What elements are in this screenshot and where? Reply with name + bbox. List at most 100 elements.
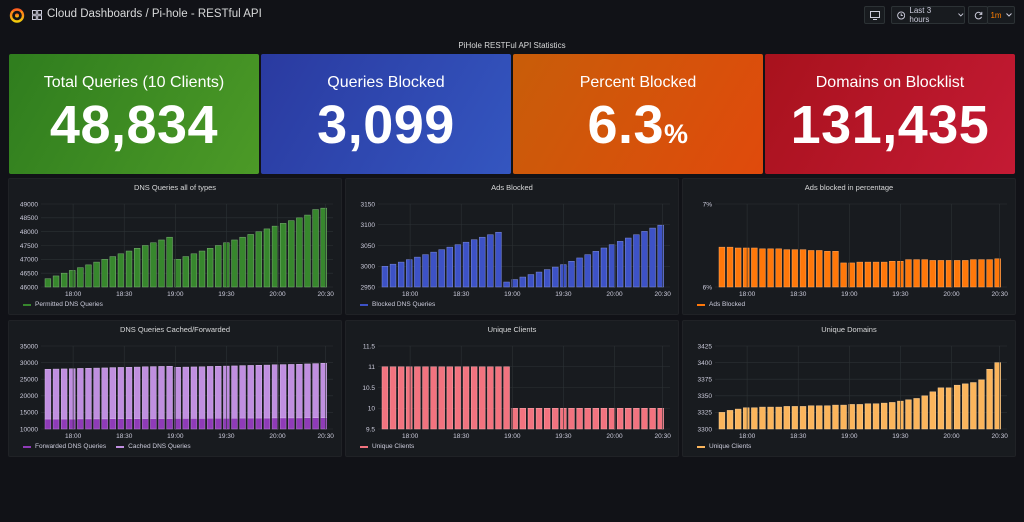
bar — [535, 408, 543, 430]
bar — [438, 366, 445, 430]
bar — [584, 254, 591, 288]
bar — [856, 404, 863, 430]
bar — [937, 260, 945, 288]
bar — [986, 259, 993, 288]
bar — [101, 259, 108, 288]
bar — [381, 266, 389, 288]
bar — [438, 249, 445, 288]
y-tick-label: 49000 — [20, 201, 38, 208]
stat-panel-queries-blocked[interactable]: Queries Blocked 3,099 — [261, 54, 511, 174]
legend-item[interactable]: Forwarded DNS Queries — [23, 443, 106, 450]
bar — [231, 417, 238, 430]
y-tick-label: 2950 — [361, 284, 376, 291]
legend: Unique Clients — [697, 443, 751, 450]
breadcrumb[interactable]: Cloud Dashboards / Pi-hole - RESTful API — [47, 8, 262, 20]
bar — [263, 364, 271, 419]
graph-panel-cached-forwarded[interactable]: DNS Queries Cached/Forwarded 10000 15000 2… — [8, 320, 342, 457]
bar — [190, 253, 198, 288]
stat-value: 3,099 — [261, 94, 511, 156]
bar — [775, 248, 782, 288]
refresh-interval-picker[interactable]: 1m — [987, 6, 1015, 24]
y-tick-label: 11.5 — [363, 343, 376, 350]
legend-item[interactable]: Ads Blocked — [697, 301, 745, 308]
stat-title: Domains on Blocklist — [815, 74, 965, 91]
y-tick-label: 10000 — [20, 426, 38, 433]
refresh-button[interactable] — [968, 6, 988, 24]
bar — [929, 391, 936, 430]
bar — [600, 247, 608, 288]
bar — [953, 260, 961, 288]
x-tick-label: 18:00 — [402, 433, 419, 440]
bar — [133, 366, 141, 419]
bar — [44, 278, 52, 288]
bar — [320, 207, 327, 288]
graph-panel-ads-blocked-percentage[interactable]: Ads blocked in percentage 6% 7% 18:00 18:30… — [682, 178, 1016, 315]
bar — [117, 367, 125, 419]
bar — [970, 382, 977, 430]
bar — [641, 408, 648, 430]
legend-swatch — [23, 445, 31, 448]
bar — [487, 234, 494, 288]
y-tick-label: 20000 — [20, 393, 38, 400]
bar — [215, 366, 222, 419]
time-range-picker[interactable]: Last 3 hours — [891, 6, 965, 24]
stat-panel-total-queries[interactable]: Total Queries (10 Clients) 48,834 — [9, 54, 259, 174]
y-tick-label: 48500 — [20, 215, 38, 222]
legend-item[interactable]: Cached DNS Queries — [116, 443, 191, 450]
legend-label: Permitted DNS Queries — [35, 301, 103, 308]
legend-item[interactable]: Blocked DNS Queries — [360, 301, 435, 308]
y-tick-label: 9.5 — [366, 426, 375, 433]
y-tick-label: 3000 — [361, 264, 376, 271]
bar — [288, 417, 295, 430]
bar — [430, 366, 437, 430]
bar — [312, 363, 319, 418]
legend: Ads Blocked — [697, 301, 745, 308]
y-tick-label: 3375 — [698, 377, 713, 384]
bar — [880, 261, 888, 288]
tv-mode-button[interactable] — [864, 6, 885, 24]
bar — [60, 368, 68, 420]
bar — [279, 223, 287, 288]
bar — [600, 408, 608, 430]
bar — [864, 403, 872, 430]
x-tick-label: 18:30 — [453, 433, 470, 440]
bar — [101, 418, 108, 430]
bar — [824, 405, 831, 430]
bar — [44, 418, 52, 430]
panel-title: Unique Domains — [821, 325, 877, 334]
y-tick-label: 46000 — [20, 284, 38, 291]
bar — [414, 366, 421, 430]
bar — [263, 417, 271, 430]
bar — [905, 259, 912, 288]
x-tick-label: 18:00 — [402, 291, 419, 298]
x-tick-label: 18:00 — [65, 291, 82, 298]
bar — [734, 408, 742, 430]
x-tick-label: 19:00 — [167, 291, 184, 298]
graph-panel-unique-domains[interactable]: Unique Domains 3300 3325 3350 3375 3400 3425 1… — [682, 320, 1016, 457]
bar — [937, 387, 945, 430]
bar — [535, 271, 543, 288]
bar — [543, 269, 551, 288]
x-tick-label: 19:30 — [555, 433, 572, 440]
grafana-logo-icon[interactable] — [9, 7, 25, 23]
bar — [215, 417, 222, 430]
legend-item[interactable]: Unique Clients — [360, 443, 414, 450]
bar — [52, 418, 60, 430]
stat-panel-percent-blocked[interactable]: Percent Blocked 6.3% — [513, 54, 763, 174]
bar — [85, 367, 92, 420]
x-tick-label: 20:00 — [606, 291, 623, 298]
graph-panel-unique-clients[interactable]: Unique Clients 9.5 10 10.5 11 11.5 18:00 18:30… — [345, 320, 679, 457]
stat-title: Percent Blocked — [579, 74, 697, 91]
plot-area: 10000 15000 20000 25000 30000 35000 18:00 18:30… — [20, 343, 334, 440]
stat-panel-domains-on-blocklist[interactable]: Domains on Blocklist 131,435 — [765, 54, 1015, 174]
graph-panel-dns-queries[interactable]: DNS Queries all of types 46000 46500 47000… — [8, 178, 342, 315]
bar — [994, 258, 1001, 288]
legend-item[interactable]: Permitted DNS Queries — [23, 301, 103, 308]
bar — [824, 251, 831, 288]
bar — [519, 408, 526, 430]
y-tick-label: 3400 — [698, 360, 713, 367]
y-tick-label: 7% — [703, 201, 713, 208]
legend-item[interactable]: Unique Clients — [697, 443, 751, 450]
stat-unit: % — [664, 119, 689, 149]
graph-panel-ads-blocked[interactable]: Ads Blocked 2950 3000 3050 3100 3150 18:00 18:… — [345, 178, 679, 315]
